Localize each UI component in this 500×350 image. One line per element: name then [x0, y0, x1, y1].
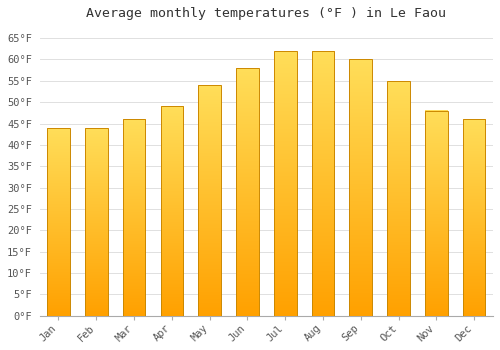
Bar	[122, 119, 146, 316]
Bar	[85, 128, 108, 316]
Bar	[350, 60, 372, 316]
Bar	[387, 81, 410, 316]
Bar	[425, 111, 448, 316]
Bar	[312, 51, 334, 316]
Bar	[198, 85, 221, 316]
Bar	[47, 128, 70, 316]
Bar	[274, 51, 296, 316]
Title: Average monthly temperatures (°F ) in Le Faou: Average monthly temperatures (°F ) in Le…	[86, 7, 446, 20]
Bar	[160, 106, 183, 316]
Bar	[463, 119, 485, 316]
Bar	[236, 68, 259, 316]
